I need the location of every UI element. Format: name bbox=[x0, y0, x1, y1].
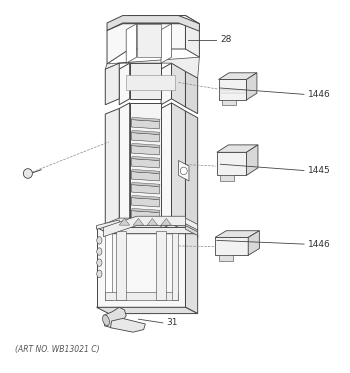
Polygon shape bbox=[178, 160, 189, 181]
Polygon shape bbox=[105, 109, 119, 229]
Polygon shape bbox=[119, 63, 130, 105]
Text: 31: 31 bbox=[167, 319, 178, 327]
Polygon shape bbox=[131, 120, 159, 129]
Polygon shape bbox=[161, 63, 172, 105]
Polygon shape bbox=[131, 195, 160, 200]
Text: 1446: 1446 bbox=[308, 90, 331, 99]
Polygon shape bbox=[131, 182, 160, 186]
Polygon shape bbox=[219, 73, 257, 79]
Polygon shape bbox=[248, 231, 259, 255]
Ellipse shape bbox=[97, 259, 102, 266]
Polygon shape bbox=[105, 57, 200, 78]
Polygon shape bbox=[97, 307, 198, 314]
Polygon shape bbox=[119, 219, 130, 225]
Polygon shape bbox=[217, 152, 246, 175]
Polygon shape bbox=[130, 103, 161, 224]
Polygon shape bbox=[131, 169, 160, 173]
Polygon shape bbox=[105, 233, 112, 300]
Polygon shape bbox=[130, 63, 161, 99]
Polygon shape bbox=[107, 16, 186, 64]
Polygon shape bbox=[97, 228, 186, 307]
Polygon shape bbox=[215, 237, 248, 255]
Polygon shape bbox=[131, 156, 160, 160]
Polygon shape bbox=[131, 145, 159, 155]
Polygon shape bbox=[219, 255, 232, 261]
Polygon shape bbox=[136, 24, 161, 57]
Text: 1446: 1446 bbox=[308, 239, 331, 248]
Polygon shape bbox=[105, 292, 178, 300]
Polygon shape bbox=[186, 111, 198, 238]
Ellipse shape bbox=[97, 248, 102, 255]
Polygon shape bbox=[126, 75, 175, 90]
Polygon shape bbox=[161, 219, 172, 225]
Polygon shape bbox=[107, 16, 200, 31]
Text: (ART NO. WB13021 C): (ART NO. WB13021 C) bbox=[15, 345, 99, 354]
Polygon shape bbox=[131, 131, 160, 135]
Text: 1445: 1445 bbox=[308, 166, 331, 175]
Polygon shape bbox=[131, 143, 160, 147]
Polygon shape bbox=[97, 228, 198, 234]
Ellipse shape bbox=[103, 315, 110, 326]
Polygon shape bbox=[215, 231, 259, 237]
Polygon shape bbox=[222, 100, 236, 106]
Polygon shape bbox=[111, 319, 145, 332]
Polygon shape bbox=[161, 103, 172, 229]
Polygon shape bbox=[133, 219, 144, 225]
Polygon shape bbox=[246, 145, 258, 175]
Polygon shape bbox=[105, 218, 198, 230]
Polygon shape bbox=[104, 216, 186, 236]
Polygon shape bbox=[219, 79, 246, 100]
Polygon shape bbox=[217, 145, 258, 152]
Polygon shape bbox=[116, 231, 126, 300]
Circle shape bbox=[23, 169, 33, 178]
Ellipse shape bbox=[97, 270, 102, 278]
Polygon shape bbox=[131, 172, 159, 181]
Polygon shape bbox=[172, 63, 186, 107]
Polygon shape bbox=[172, 103, 186, 232]
Polygon shape bbox=[131, 209, 160, 213]
Polygon shape bbox=[104, 307, 126, 328]
Polygon shape bbox=[186, 228, 198, 314]
Polygon shape bbox=[131, 133, 159, 142]
Polygon shape bbox=[161, 24, 172, 63]
Polygon shape bbox=[131, 211, 159, 220]
Circle shape bbox=[180, 167, 187, 175]
Polygon shape bbox=[156, 231, 166, 300]
Polygon shape bbox=[186, 71, 198, 114]
Polygon shape bbox=[107, 16, 200, 31]
Polygon shape bbox=[105, 63, 119, 105]
Polygon shape bbox=[186, 16, 199, 57]
Polygon shape bbox=[147, 219, 158, 225]
Text: 28: 28 bbox=[220, 35, 232, 44]
Polygon shape bbox=[131, 117, 160, 122]
Polygon shape bbox=[220, 175, 234, 181]
Polygon shape bbox=[131, 159, 159, 168]
Polygon shape bbox=[131, 198, 159, 207]
Polygon shape bbox=[186, 226, 198, 236]
Ellipse shape bbox=[97, 236, 102, 244]
Polygon shape bbox=[126, 24, 136, 63]
Polygon shape bbox=[97, 220, 119, 229]
Polygon shape bbox=[172, 233, 178, 300]
Polygon shape bbox=[246, 73, 257, 100]
Polygon shape bbox=[131, 185, 159, 194]
Polygon shape bbox=[119, 103, 130, 229]
